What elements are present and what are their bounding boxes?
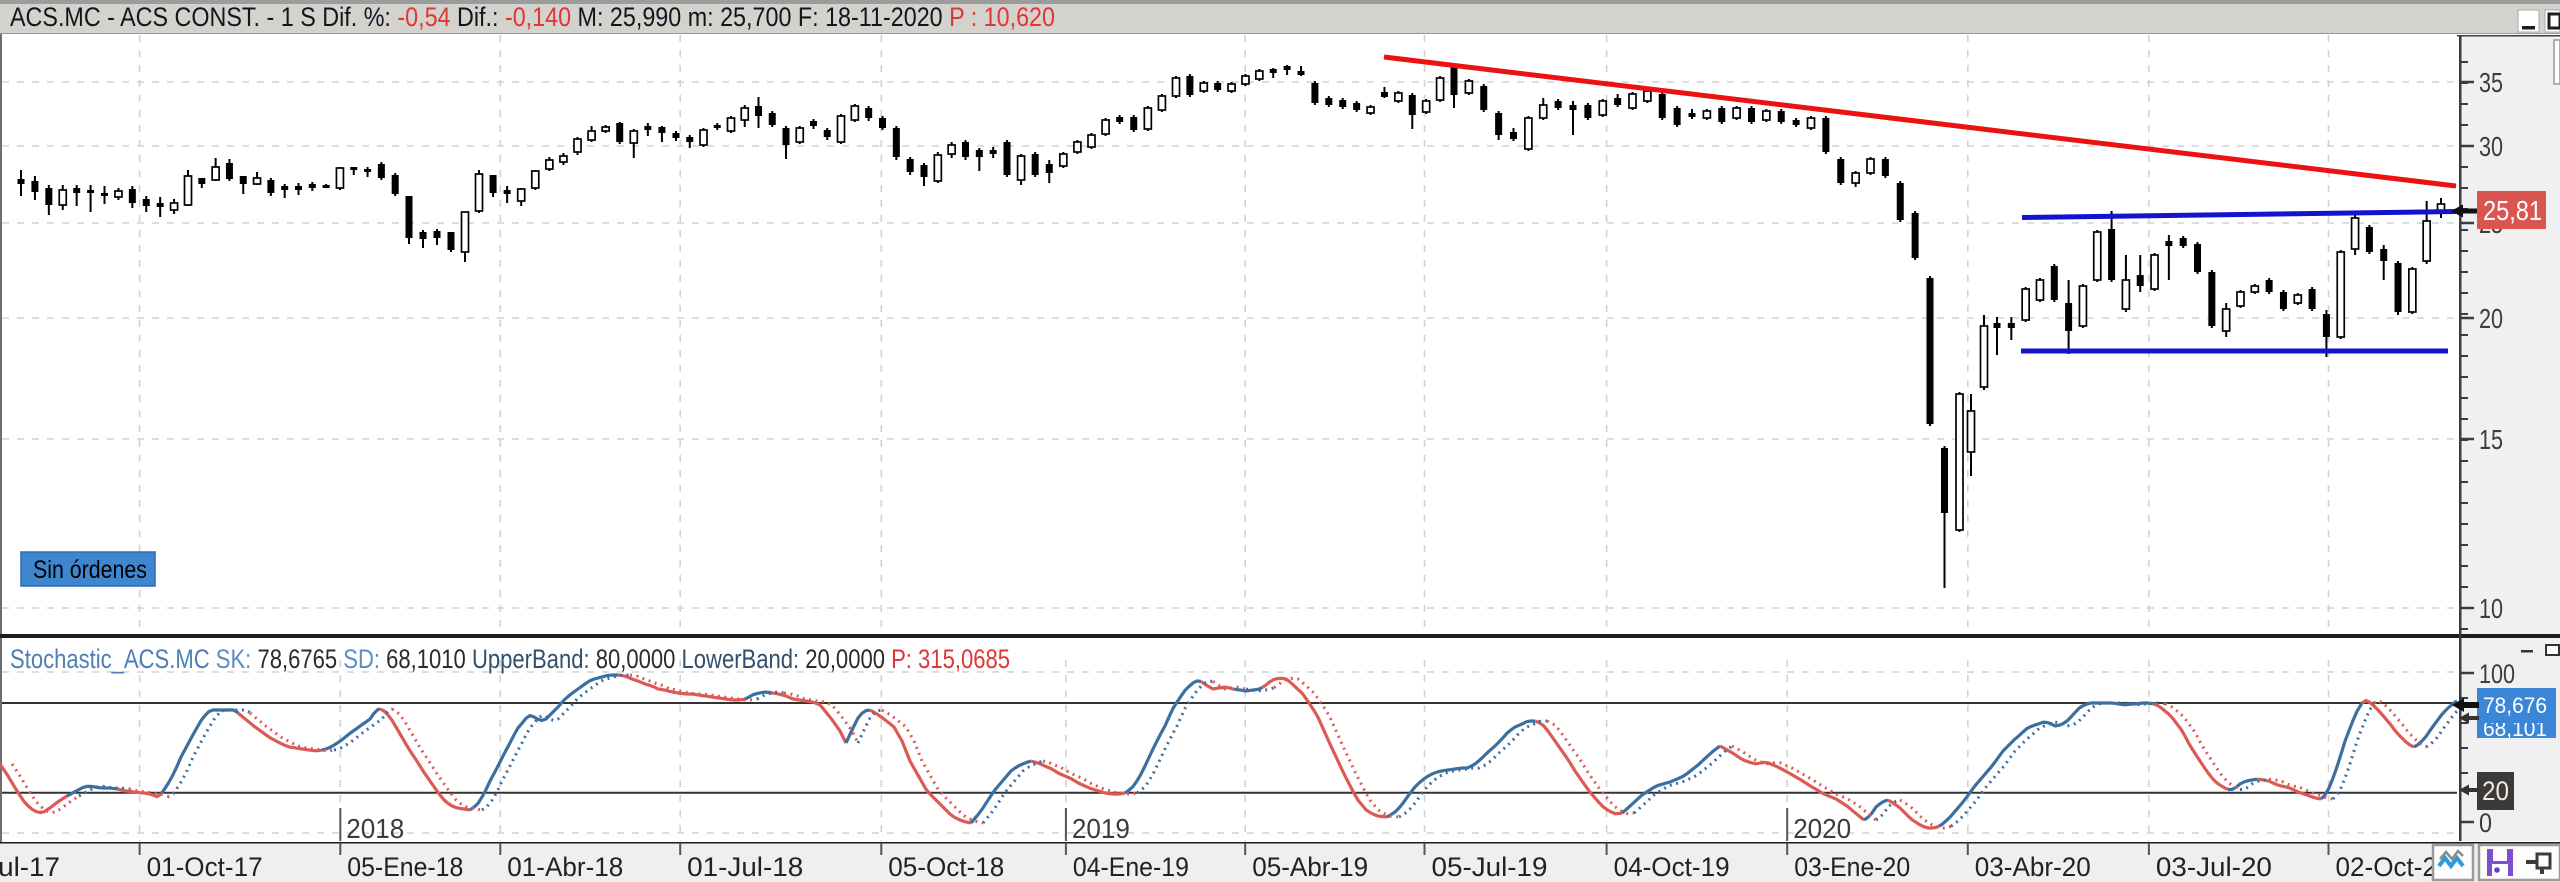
svg-text:78,676: 78,676 (2483, 693, 2547, 718)
svg-text:01-Jul-18: 01-Jul-18 (687, 852, 803, 882)
svg-text:20: 20 (2482, 776, 2509, 806)
svg-text:03-Jul-20: 03-Jul-20 (2156, 852, 2272, 882)
svg-text:25,81: 25,81 (2483, 195, 2542, 226)
svg-text:Stochastic_ACS.MC SK: 78,6765: Stochastic_ACS.MC SK: 78,6765 SD: 68,101… (10, 644, 1010, 674)
svg-text:05-Oct-18: 05-Oct-18 (888, 852, 1004, 882)
svg-text:05-Abr-19: 05-Abr-19 (1252, 852, 1368, 882)
svg-text:Sin órdenes: Sin órdenes (33, 556, 147, 584)
svg-text:05-Ene-18: 05-Ene-18 (347, 852, 463, 882)
svg-text:03-Abr-20: 03-Abr-20 (1975, 852, 2091, 882)
svg-text:01-Abr-18: 01-Abr-18 (507, 852, 623, 882)
svg-text:35: 35 (2479, 67, 2503, 98)
svg-text:03-Ene-20: 03-Ene-20 (1794, 852, 1910, 882)
svg-text:04-Ene-19: 04-Ene-19 (1073, 852, 1189, 882)
svg-text:04-Oct-19: 04-Oct-19 (1614, 852, 1730, 882)
svg-text:2020: 2020 (1793, 813, 1851, 844)
svg-text:2018: 2018 (346, 813, 404, 844)
svg-text:100: 100 (2479, 659, 2515, 689)
svg-text:68,101: 68,101 (2483, 716, 2547, 741)
svg-text:10: 10 (2479, 593, 2503, 624)
svg-text:ACS.MC - ACS CONST. - 1 S Di: ACS.MC - ACS CONST. - 1 S Dif. %: -0,54 … (10, 2, 1055, 32)
svg-text:0: 0 (2479, 808, 2492, 838)
svg-text:2019: 2019 (1072, 813, 1130, 844)
svg-text:15: 15 (2479, 424, 2503, 455)
svg-text:20: 20 (2479, 303, 2503, 334)
svg-text:01-Jul-17: 01-Jul-17 (0, 852, 60, 882)
svg-text:05-Jul-19: 05-Jul-19 (1432, 852, 1548, 882)
svg-text:01-Oct-17: 01-Oct-17 (147, 852, 263, 882)
svg-text:30: 30 (2479, 131, 2503, 162)
